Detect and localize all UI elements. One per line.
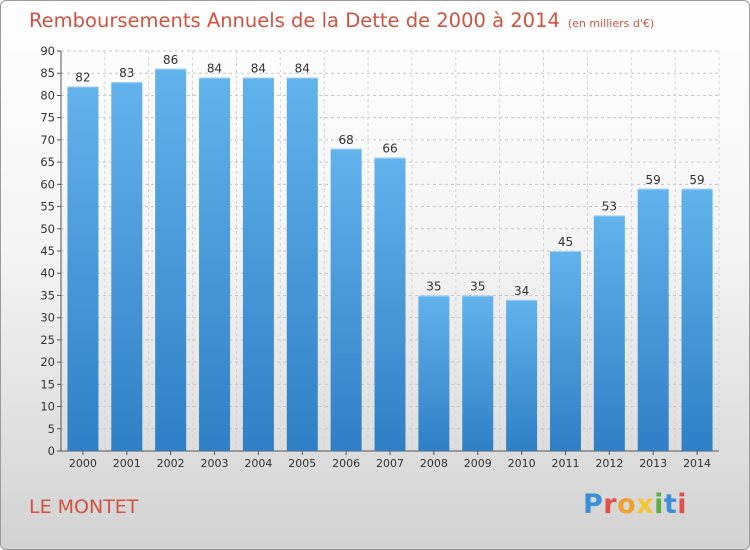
data-label: 45: [558, 235, 573, 249]
bar: [681, 188, 713, 451]
logo-letter: o: [617, 489, 637, 520]
data-label: 53: [602, 199, 617, 213]
data-label: 35: [470, 279, 485, 293]
x-tick-label: 2002: [157, 457, 185, 470]
bar: [549, 251, 581, 451]
y-tick-label: 5: [48, 422, 55, 436]
y-tick-label: 65: [40, 155, 55, 169]
data-label: 84: [207, 62, 222, 76]
bar: [593, 215, 625, 451]
bar: [637, 188, 669, 451]
data-label: 82: [75, 71, 90, 85]
y-tick-label: 75: [40, 111, 55, 125]
y-tick-label: 45: [40, 244, 55, 258]
x-tick-label: 2000: [69, 457, 97, 470]
title-unit: (en milliers d'€): [567, 17, 655, 30]
y-tick-label: 25: [40, 333, 55, 347]
x-tick-label: 2004: [244, 457, 272, 470]
proxiti-logo: Proxiti: [583, 489, 687, 520]
labels: 0 5 10 15 20 25 30 35 40 45 50 55 60 65 70 75 80 85 90 82 20…: [40, 44, 711, 470]
data-label: 66: [382, 142, 397, 156]
bar: [330, 148, 362, 451]
data-label: 84: [295, 62, 310, 76]
y-tick-label: 90: [40, 44, 55, 58]
chart-title: Remboursements Annuels de la Dette de 20…: [29, 9, 654, 32]
y-tick-label: 55: [40, 200, 55, 214]
commune-name: LE MONTET: [29, 496, 139, 518]
x-tick-label: 2003: [201, 457, 229, 470]
y-tick-label: 85: [40, 66, 55, 80]
data-label: 59: [646, 173, 661, 187]
logo-letter: i: [677, 489, 688, 520]
y-tick-label: 35: [40, 288, 55, 302]
x-tick-label: 2012: [595, 457, 623, 470]
data-label: 34: [514, 284, 529, 298]
logo-letter: P: [583, 489, 604, 520]
x-tick-label: 2001: [113, 457, 141, 470]
data-label: 84: [251, 62, 266, 76]
x-tick-label: 2014: [683, 457, 711, 470]
bar: [67, 86, 99, 452]
data-label: 86: [163, 53, 178, 67]
logo-letter: r: [603, 489, 618, 520]
bar: [506, 299, 538, 451]
bar: [111, 82, 143, 451]
x-tick-label: 2013: [639, 457, 667, 470]
data-label: 35: [426, 279, 441, 293]
y-tick-label: 15: [40, 377, 55, 391]
logo-letter: t: [663, 489, 678, 520]
bar: [199, 77, 231, 452]
bar: [242, 77, 274, 452]
y-tick-label: 10: [40, 400, 55, 414]
y-tick-label: 20: [40, 355, 55, 369]
logo-letter: i: [654, 489, 664, 520]
x-tick-label: 2007: [376, 457, 404, 470]
x-tick-label: 2006: [332, 457, 360, 470]
y-tick-label: 60: [40, 177, 55, 191]
y-tick-label: 30: [40, 311, 55, 325]
x-tick-label: 2005: [288, 457, 316, 470]
x-tick-label: 2011: [551, 457, 579, 470]
bar: [155, 68, 187, 452]
bar: [286, 77, 318, 452]
title-text: Remboursements Annuels de la Dette de 20…: [29, 9, 560, 32]
y-tick-label: 0: [48, 444, 55, 458]
logo-letter: x: [636, 489, 655, 520]
data-label: 83: [119, 66, 134, 80]
bar: [374, 157, 406, 451]
data-label: 68: [338, 133, 353, 147]
bar: [418, 295, 450, 451]
x-tick-label: 2009: [464, 457, 492, 470]
y-tick-label: 70: [40, 133, 55, 147]
y-tick-label: 50: [40, 222, 55, 236]
x-tick-label: 2010: [508, 457, 536, 470]
y-tick-label: 80: [40, 88, 55, 102]
bar: [462, 295, 494, 451]
y-tick-label: 40: [40, 266, 55, 280]
data-label: 59: [689, 173, 704, 187]
x-tick-label: 2008: [420, 457, 448, 470]
bars: [67, 68, 713, 452]
